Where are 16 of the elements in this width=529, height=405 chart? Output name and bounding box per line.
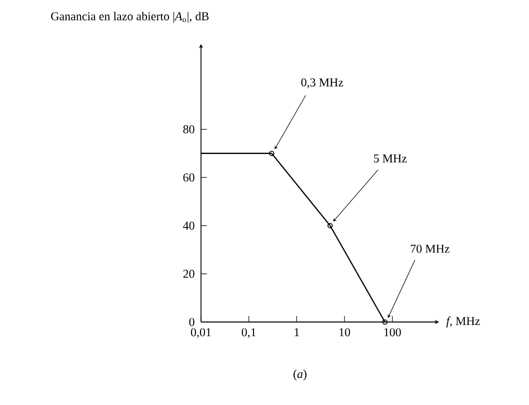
y-tick-label: 20 [183, 270, 194, 278]
x-tick-label: 1 [294, 328, 299, 336]
x-tick-label: 10 [340, 328, 350, 336]
y-tick-label: 60 [183, 173, 194, 182]
y-tick-label: 0 [189, 318, 194, 326]
annotation: 70 MHz [410, 244, 450, 253]
x-axis-title: f, MHz [446, 316, 480, 328]
x-tick-label: 0,01 [190, 328, 211, 338]
x-tick-label: 100 [384, 328, 401, 336]
y-axis-title: Ganancia en lazo abierto |A$_{o}$|, dB [51, 12, 209, 23]
annotation: 0,3 MHz [301, 78, 344, 88]
annotation: 5 MHz [374, 154, 407, 162]
x-tick-label: 0,1 [242, 328, 256, 338]
y-tick-label: 40 [183, 222, 194, 230]
y-tick-label: 80 [183, 125, 194, 134]
text: (a) [294, 370, 306, 380]
